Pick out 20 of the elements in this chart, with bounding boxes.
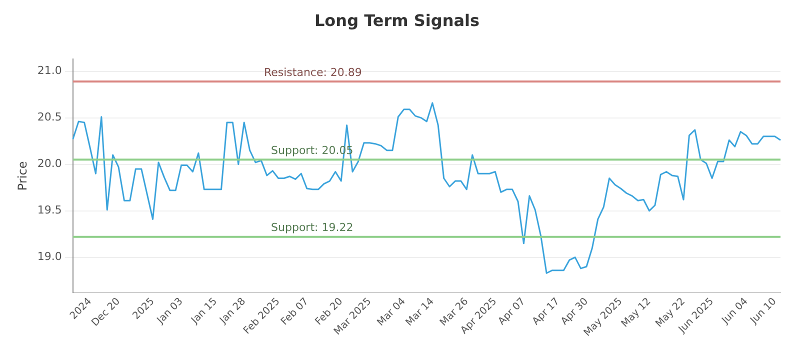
chart-title: Long Term Signals <box>314 10 480 30</box>
y-tick-label: 20.5 <box>37 110 62 124</box>
x-tick-label: Jan 03 <box>154 296 186 327</box>
x-tick-label: Jun 10 <box>748 296 779 327</box>
x-tick-label: Jun 04 <box>719 296 750 327</box>
y-tick-label: 19.5 <box>37 204 62 217</box>
ref-line-label: Resistance: 20.89 <box>264 66 362 79</box>
x-tick-label: Feb 07 <box>279 296 311 328</box>
x-tick-label: Apr 07 <box>496 296 528 328</box>
y-tick-label: 19.0 <box>37 250 62 264</box>
y-axis-title: Price <box>15 161 30 191</box>
x-tick-label: Apr 17 <box>530 296 562 328</box>
y-tick-label: 20.0 <box>37 157 62 170</box>
x-tick-label: Apr 30 <box>559 296 590 328</box>
x-tick-label: Mar 14 <box>404 296 436 328</box>
y-tick-label: 21.0 <box>37 64 62 78</box>
x-tick-label: Jan 28 <box>217 296 248 327</box>
x-tick-label: Jan 15 <box>188 296 220 327</box>
x-tick-label: Dec 20 <box>90 296 122 329</box>
ref-line-label: Support: 19.22 <box>271 221 354 234</box>
